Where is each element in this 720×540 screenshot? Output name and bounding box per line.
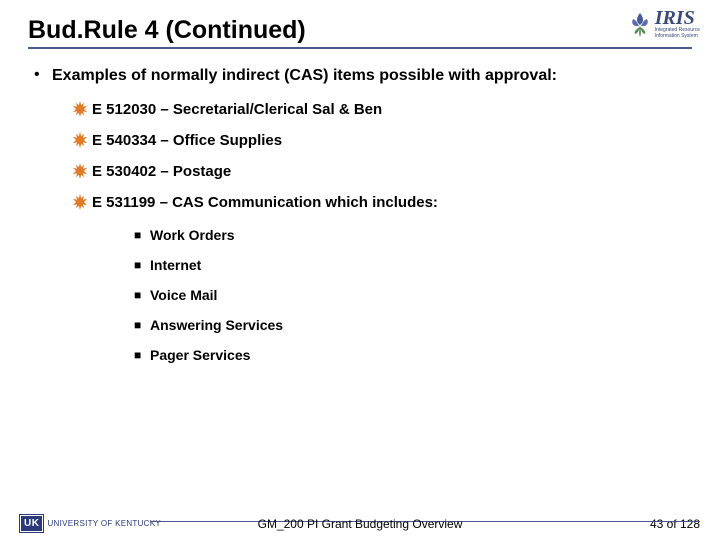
square-bullet-icon: ■ — [134, 259, 150, 271]
uk-abbrev: UK — [20, 515, 43, 532]
footer-title: GM_200 PI Grant Budgeting Overview — [258, 517, 463, 531]
starburst-icon — [72, 101, 92, 117]
iris-logo: IRIS Integrated Resource Information Sys… — [627, 8, 700, 39]
iris-sub2: Information System — [655, 34, 700, 40]
subitem-text: Internet — [150, 257, 201, 273]
square-bullet-icon: ■ — [134, 229, 150, 241]
starburst-icon — [72, 194, 92, 210]
content: • Examples of normally indirect (CAS) it… — [28, 49, 692, 363]
square-bullet-icon: ■ — [134, 319, 150, 331]
slide-title: Bud.Rule 4 (Continued) — [28, 16, 306, 49]
item-text: E 512030 – Secretarial/Clerical Sal & Be… — [92, 101, 382, 118]
square-bullet-icon: ■ — [134, 289, 150, 301]
uk-logo: UK UNIVERSITY OF KENTUCKY — [20, 515, 161, 532]
item-text: E 540334 – Office Supplies — [92, 132, 282, 149]
iris-text: IRIS Integrated Resource Information Sys… — [655, 8, 700, 39]
intro-text: Examples of normally indirect (CAS) item… — [52, 65, 557, 87]
square-bullet-icon: ■ — [134, 349, 150, 361]
list-item: ■ Work Orders — [134, 227, 686, 243]
iris-name: IRIS — [655, 8, 700, 28]
list-item: ■ Answering Services — [134, 317, 686, 333]
list-item: E 512030 – Secretarial/Clerical Sal & Be… — [72, 101, 686, 118]
subitem-text: Answering Services — [150, 317, 283, 333]
list-item: E 531199 – CAS Communication which inclu… — [72, 194, 686, 211]
list-item: E 530402 – Postage — [72, 163, 686, 180]
items-group: E 512030 – Secretarial/Clerical Sal & Be… — [34, 93, 686, 363]
iris-flower-icon — [627, 9, 653, 39]
page-number: 43 of 128 — [650, 517, 700, 531]
footer: UK UNIVERSITY OF KENTUCKY GM_200 PI Gran… — [0, 515, 720, 532]
subitem-text: Voice Mail — [150, 287, 217, 303]
uk-name: UNIVERSITY OF KENTUCKY — [47, 519, 161, 528]
list-item: E 540334 – Office Supplies — [72, 132, 686, 149]
list-item: ■ Pager Services — [134, 347, 686, 363]
list-item: ■ Internet — [134, 257, 686, 273]
subitem-text: Pager Services — [150, 347, 250, 363]
starburst-icon — [72, 163, 92, 179]
item-text: E 531199 – CAS Communication which inclu… — [92, 194, 438, 211]
subitems-group: ■ Work Orders ■ Internet ■ Voice Mail ■ … — [72, 225, 686, 363]
subitem-text: Work Orders — [150, 227, 235, 243]
slide: Bud.Rule 4 (Continued) IRIS Integrated R… — [0, 0, 720, 540]
item-text: E 530402 – Postage — [92, 163, 231, 180]
bullet-dot-icon: • — [34, 65, 52, 85]
header: Bud.Rule 4 (Continued) — [28, 16, 692, 49]
list-item: ■ Voice Mail — [134, 287, 686, 303]
intro-row: • Examples of normally indirect (CAS) it… — [34, 65, 686, 87]
starburst-icon — [72, 132, 92, 148]
